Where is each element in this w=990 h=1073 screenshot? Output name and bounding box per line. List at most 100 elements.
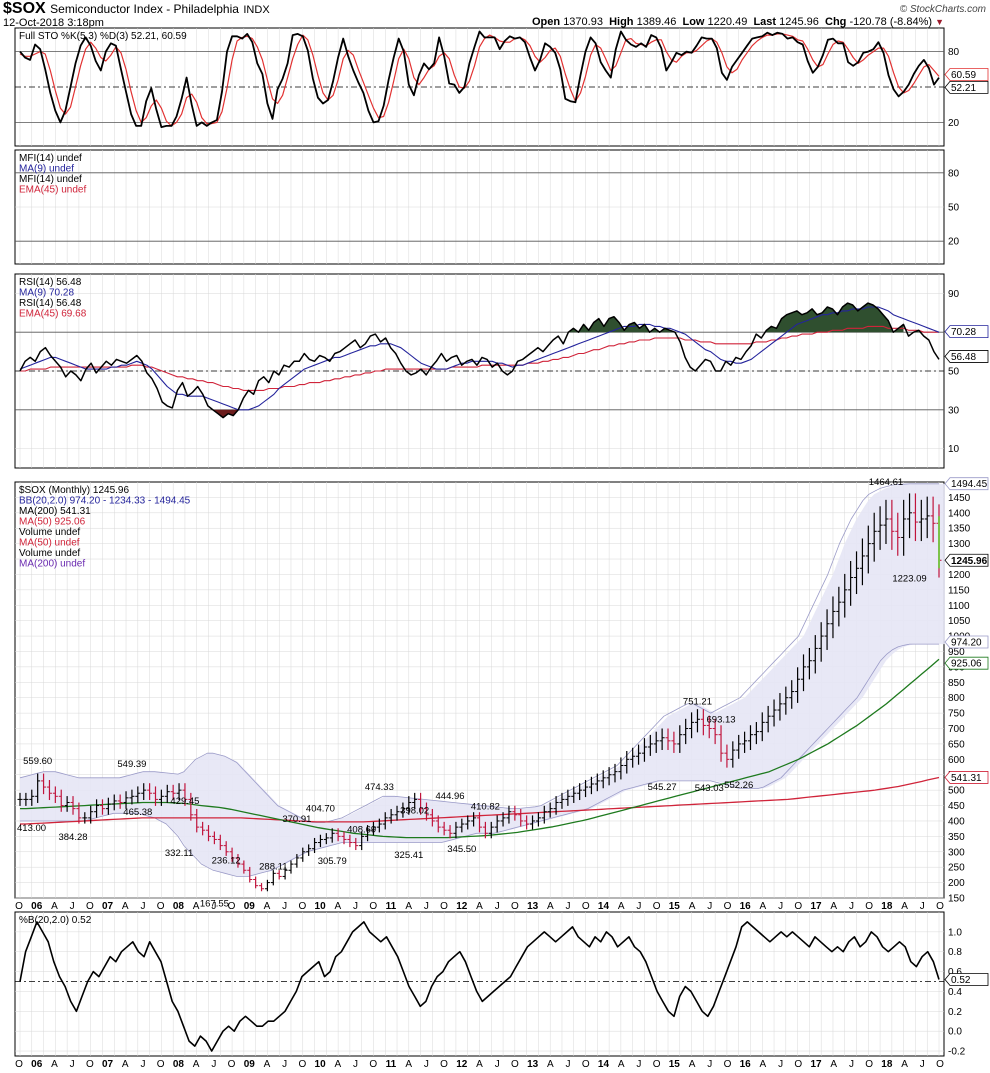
x-month-label: O <box>86 901 94 912</box>
legend-price: BB(20,2.0) 974.20 - 1234.33 - 1494.45 <box>19 496 191 507</box>
ohlc-bar <box>76 802 82 824</box>
ohlc-bar <box>105 797 111 815</box>
chg-down-arrow-icon: ▼ <box>935 17 944 27</box>
x-month-label: O <box>298 1059 306 1070</box>
tick-label-price: 650 <box>948 739 965 750</box>
ohlc-bar <box>317 834 323 848</box>
x-month-label: J <box>707 1059 712 1070</box>
ohlc-bar <box>376 818 382 833</box>
ohlc-bar <box>270 870 276 886</box>
x-month-label: J <box>140 901 145 912</box>
bb-upper-line <box>19 483 939 823</box>
ohlc-bar <box>859 538 865 586</box>
x-month-label: O <box>794 901 802 912</box>
x-month-label: O <box>865 1059 873 1070</box>
rsi-overbought-fill <box>766 303 904 333</box>
ohlc-bar <box>777 693 783 721</box>
ohlc-bar <box>577 783 583 801</box>
ohlc-bar <box>23 792 29 806</box>
ohlc-bar <box>836 586 842 627</box>
ohlc-bar <box>771 699 777 727</box>
x-month-label: O <box>369 901 377 912</box>
ohlc-bar <box>111 794 117 811</box>
ohlc-bar <box>753 722 759 745</box>
ohlc-bar <box>924 496 930 539</box>
x-year-label: 12 <box>456 1059 468 1070</box>
x-month-label: J <box>70 1059 75 1070</box>
ohlc-bar <box>677 725 683 753</box>
ohlc-bar <box>571 786 577 803</box>
tick-label-rsi: 50 <box>948 367 960 378</box>
rsi-overbought-fill <box>568 316 675 333</box>
ohlc-bar <box>64 796 70 812</box>
ohlc-bar <box>641 738 647 762</box>
ohlc-bar <box>182 783 188 806</box>
value-label-text: 52.21 <box>951 83 976 94</box>
ohlc-bar <box>530 815 536 830</box>
tick-label-percent_b: 0.2 <box>948 1007 962 1018</box>
tick-label-percent_b: 0.0 <box>948 1027 962 1038</box>
value-label-outline <box>944 771 989 784</box>
price-annotation: 398.02 <box>400 806 429 817</box>
price-annotation: 543.03 <box>695 783 724 794</box>
legend-rsi: EMA(45) 69.68 <box>19 309 87 320</box>
x-month-label: A <box>618 1059 625 1070</box>
x-month-label: J <box>211 901 216 912</box>
price-annotation: 545.27 <box>648 782 677 793</box>
tick-label-price: 850 <box>948 678 965 689</box>
ohlc-bar <box>17 792 23 806</box>
ohlc-bar <box>801 654 807 692</box>
tick-label-price: 800 <box>948 693 965 704</box>
ohlc-bar <box>247 866 253 883</box>
legend-rsi: MA(9) 70.28 <box>19 288 74 299</box>
legend-rsi: RSI(14) 56.48 <box>19 277 82 288</box>
tick-label-price: 1150 <box>948 585 970 596</box>
ohlc-bar <box>765 705 771 733</box>
x-month-label: A <box>193 1059 200 1070</box>
x-month-label: A <box>51 1059 58 1070</box>
price-annotation: 236.12 <box>212 855 241 866</box>
percent-b-line <box>19 921 940 1052</box>
value-label-text: 56.48 <box>951 352 976 363</box>
ohlc-bar <box>241 860 247 874</box>
x-month-label: A <box>547 1059 554 1070</box>
tick-label-price: 300 <box>948 847 965 858</box>
legend-stochastics: Full STO %K(5,3) %D(3) 52.21, 60.59 <box>19 31 187 42</box>
x-year-label: 16 <box>740 901 752 912</box>
value-label-outline <box>944 477 989 491</box>
x-month-label: O <box>582 1059 590 1070</box>
ohlc-bar <box>488 821 494 839</box>
ohlc-bar <box>82 812 88 824</box>
price-annotation: 474.33 <box>365 782 394 793</box>
x-year-label: 09 <box>244 1059 256 1070</box>
tick-label-mfi: 20 <box>948 237 960 248</box>
open-value: 1370.93 <box>563 16 603 28</box>
x-month-label: O <box>936 1059 944 1070</box>
value-label-text: 0.52 <box>951 975 971 986</box>
x-month-label: J <box>849 1059 854 1070</box>
tick-label-rsi: 10 <box>948 444 960 455</box>
x-month-label: O <box>228 1059 236 1070</box>
value-label-outline <box>944 635 989 649</box>
price-annotation: 325.41 <box>394 850 423 861</box>
tick-label-price: 950 <box>948 647 965 658</box>
ohlc-bar <box>907 493 913 539</box>
ohlc-bar <box>453 821 459 839</box>
x-month-label: J <box>636 901 641 912</box>
ohlc-bar <box>889 499 895 550</box>
ohlc-bar <box>347 834 353 848</box>
x-year-label: 10 <box>315 1059 327 1070</box>
ohlc-bar <box>406 796 412 815</box>
ohlc-bar <box>194 808 200 833</box>
value-label-text: 60.59 <box>951 70 976 81</box>
value-label-outline <box>944 80 989 94</box>
tick-label-percent_b: 1.0 <box>948 927 962 938</box>
ohlc-bar <box>288 860 294 874</box>
x-year-label: 16 <box>740 1059 752 1070</box>
price-annotation: 444.96 <box>436 791 465 802</box>
x-month-label: O <box>653 901 661 912</box>
ohlc-bar <box>200 821 206 836</box>
ohlc-bar <box>465 815 471 830</box>
ohlc-bar <box>730 741 736 768</box>
